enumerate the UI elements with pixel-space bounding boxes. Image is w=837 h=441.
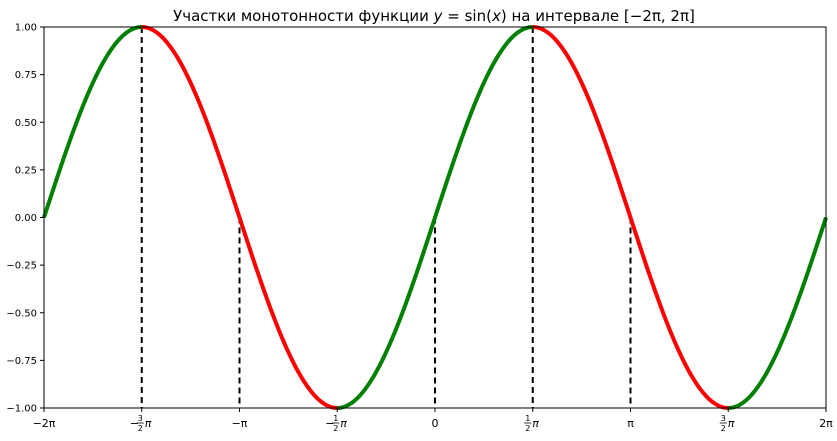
vertical-lines xyxy=(140,27,632,408)
increasing-segment-line xyxy=(336,25,534,410)
x-tick-pi: π xyxy=(340,417,347,430)
x-tick-pi: π xyxy=(728,417,735,430)
x-tick-label: −π xyxy=(232,417,248,430)
x-tick-label: 32 π xyxy=(719,414,735,433)
y-tick-label: 0.75 xyxy=(15,70,37,81)
x-tick-label: 2π xyxy=(819,417,833,430)
x-tick-frac-num: 1 xyxy=(333,414,338,423)
y-tick-label: −0.75 xyxy=(6,356,37,367)
x-tick-frac-den: 2 xyxy=(721,424,726,433)
chart-title: Участки монотонности функции y = sin(x) … xyxy=(173,7,695,25)
curve-segments xyxy=(42,25,828,410)
x-tick-text: 2π xyxy=(819,417,833,430)
y-tick-label: −1.00 xyxy=(6,404,37,415)
x-tick-frac-den: 2 xyxy=(138,424,143,433)
x-tick-frac-num: 3 xyxy=(721,414,726,423)
x-tick-text: π xyxy=(627,417,634,430)
x-axis-ticks: −2π −32 π −π −12 π 0 12 π π 32 π 2π xyxy=(33,408,833,433)
x-tick-text: −π xyxy=(232,417,248,430)
y-tick-label: −0.25 xyxy=(6,261,37,272)
increasing-segment-line xyxy=(42,25,143,219)
y-tick-label: 0.00 xyxy=(15,213,37,224)
x-tick-sign: − xyxy=(130,417,139,430)
x-tick-frac-den: 2 xyxy=(333,424,338,433)
y-tick-label: 1.00 xyxy=(15,23,37,34)
x-tick-text: 0 xyxy=(432,417,439,430)
x-tick-label: −12 π xyxy=(325,414,347,433)
x-tick-label: −32 π xyxy=(130,414,152,433)
x-tick-label: −2π xyxy=(33,417,56,430)
x-tick-frac-den: 2 xyxy=(525,424,530,433)
y-tick-label: −0.50 xyxy=(6,308,37,319)
x-tick-frac-num: 1 xyxy=(525,414,530,423)
x-tick-pi: π xyxy=(532,417,539,430)
x-tick-label: 12 π xyxy=(524,414,539,433)
decreasing-segment-line xyxy=(141,25,338,410)
y-axis-ticks: 1.00 0.75 0.50 0.25 0.00 −0.25 −0.50 −0.75 −1.00 xyxy=(6,23,44,415)
y-tick-label: 0.25 xyxy=(15,165,37,176)
x-tick-label: π xyxy=(627,417,634,430)
x-tick-label: 0 xyxy=(432,417,439,430)
y-tick-label: 0.50 xyxy=(15,118,37,129)
decreasing-segment-line xyxy=(532,25,729,410)
x-tick-sign: − xyxy=(325,417,334,430)
x-tick-pi: π xyxy=(145,417,152,430)
x-tick-frac-num: 3 xyxy=(138,414,143,423)
x-tick-text: −2π xyxy=(33,417,56,430)
increasing-segment-line xyxy=(727,216,828,410)
